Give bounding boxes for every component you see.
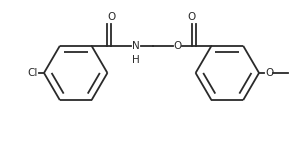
Text: O: O (107, 12, 115, 22)
Text: N: N (132, 41, 140, 51)
Text: O: O (188, 12, 196, 22)
Text: Cl: Cl (28, 68, 38, 78)
Text: H: H (132, 55, 140, 65)
Text: O: O (174, 41, 182, 51)
Text: O: O (265, 68, 273, 78)
